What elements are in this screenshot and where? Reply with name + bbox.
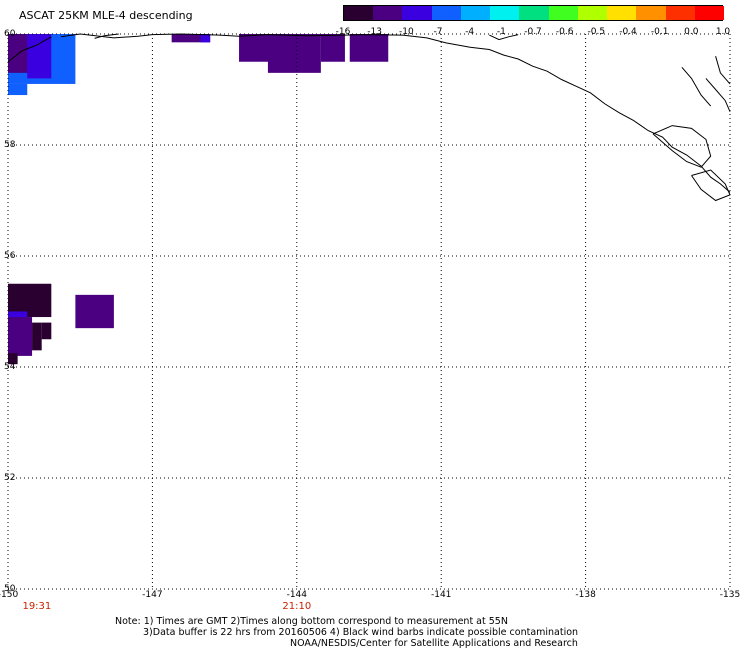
colorbar-label: 1.0 bbox=[715, 27, 731, 37]
colorbar-label: -4 bbox=[465, 27, 475, 37]
longitude-label: -135 bbox=[719, 590, 740, 600]
data-cell bbox=[349, 34, 389, 62]
colorbar-label: -7 bbox=[433, 27, 443, 37]
colorbar-label: -0.4 bbox=[619, 27, 637, 37]
coastline bbox=[691, 169, 731, 202]
data-cell bbox=[8, 353, 18, 365]
data-cell bbox=[27, 34, 52, 79]
data-cell bbox=[8, 83, 28, 96]
longitude-label: -141 bbox=[430, 590, 452, 600]
colorbar-label: -13 bbox=[367, 27, 383, 37]
colorbar-label: -0.5 bbox=[587, 27, 606, 37]
colorbar-segment bbox=[460, 6, 491, 20]
data-cell bbox=[75, 294, 114, 329]
longitude-label: -150 bbox=[0, 590, 19, 600]
data-cell bbox=[267, 34, 321, 73]
coastline bbox=[652, 125, 712, 168]
latitude-label: 56 bbox=[4, 251, 16, 261]
colorbar-label: 0.0 bbox=[684, 27, 699, 37]
colorbar-label: -16 bbox=[335, 27, 351, 37]
colorbar-segment bbox=[402, 6, 433, 20]
coastline bbox=[489, 34, 519, 41]
data-cell bbox=[8, 317, 33, 356]
product-title: ASCAT 25KM MLE-4 descending bbox=[19, 9, 193, 22]
colorbar-label: -10 bbox=[398, 27, 414, 37]
data-cell bbox=[200, 34, 211, 43]
data-cell bbox=[32, 322, 42, 351]
colorbar-segment bbox=[665, 6, 696, 20]
colorbar-segment bbox=[490, 6, 520, 20]
note-line-3: NOAA/NESDIS/Center for Satellite Applica… bbox=[290, 638, 578, 649]
coastline bbox=[94, 33, 119, 39]
latitude-label: 50 bbox=[4, 584, 16, 594]
colorbar-segment bbox=[548, 6, 579, 20]
colorbar bbox=[343, 5, 725, 21]
latitude-label: 58 bbox=[4, 140, 16, 150]
colorbar-label: -0.1 bbox=[650, 27, 669, 37]
colorbar-segment bbox=[344, 6, 374, 20]
longitude-label: -144 bbox=[286, 590, 308, 600]
colorbar-segment bbox=[431, 6, 462, 20]
longitude-label: -147 bbox=[142, 590, 163, 600]
latitude-label: 60 bbox=[4, 29, 16, 39]
colorbar-label: -0.6 bbox=[555, 27, 574, 37]
colorbar-label: -0.7 bbox=[524, 27, 542, 37]
colorbar-label: -1 bbox=[496, 27, 506, 37]
time-label: 19:31 bbox=[22, 601, 52, 612]
colorbar-segment bbox=[577, 6, 608, 20]
data-cell bbox=[171, 34, 211, 43]
data-cell bbox=[41, 322, 52, 340]
colorbar-segment bbox=[636, 6, 667, 20]
coastline bbox=[705, 78, 731, 112]
colorbar-segment bbox=[607, 6, 637, 20]
coastline bbox=[681, 66, 712, 107]
data-cell bbox=[320, 34, 345, 62]
time-label: 21:10 bbox=[282, 601, 312, 612]
coastline bbox=[715, 56, 731, 85]
coastline bbox=[7, 36, 52, 63]
latitude-label: 54 bbox=[4, 362, 16, 372]
note-line-1: Note: 1) Times are GMT 2)Times along bot… bbox=[115, 616, 508, 627]
latitude-label: 52 bbox=[4, 473, 16, 483]
colorbar-segment bbox=[519, 6, 550, 20]
colorbar-segment bbox=[373, 6, 403, 20]
coastline bbox=[60, 33, 731, 193]
colorbar-segment bbox=[694, 6, 725, 20]
longitude-label: -138 bbox=[575, 590, 596, 600]
note-line-2: 3)Data buffer is 22 hrs from 20160506 4)… bbox=[143, 627, 579, 638]
